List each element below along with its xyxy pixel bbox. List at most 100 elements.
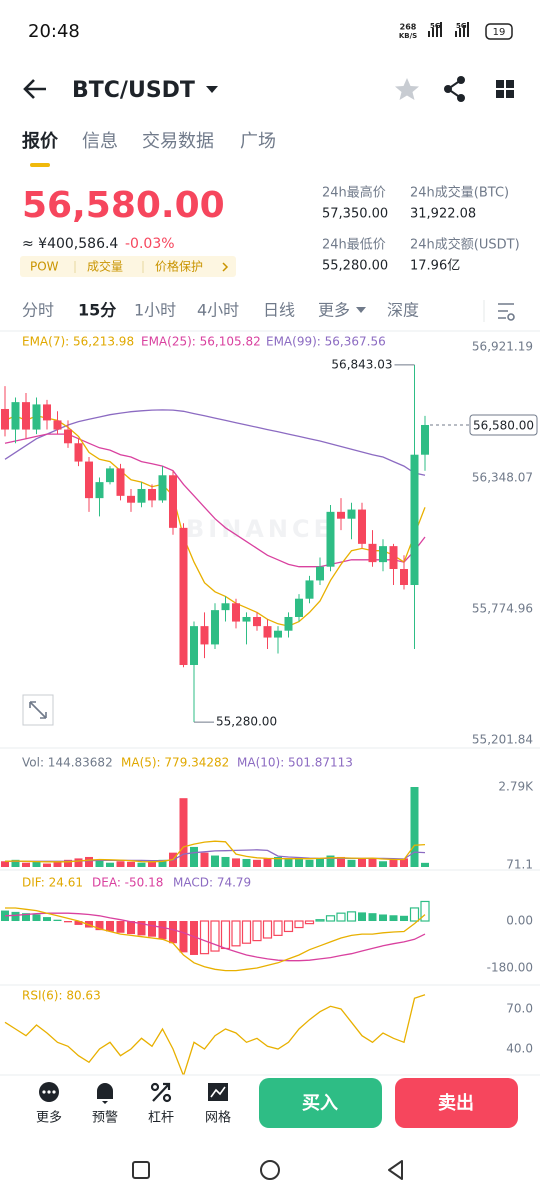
macd-bar — [346, 911, 357, 922]
interval[interactable]: 分时 — [22, 301, 54, 320]
nav-back[interactable] — [388, 1160, 403, 1180]
buy-button[interactable] — [259, 1078, 382, 1128]
favorite-star[interactable] — [395, 78, 419, 100]
tag[interactable]: 价格保护 — [155, 259, 203, 274]
interval-more[interactable]: 更多 — [318, 301, 350, 320]
volume-bar — [421, 862, 429, 867]
volume-bar — [1, 861, 9, 867]
indicator-settings[interactable] — [498, 303, 515, 321]
tag-strip[interactable] — [20, 256, 236, 277]
margin-icon[interactable] — [150, 1082, 172, 1103]
macd-bar — [43, 917, 51, 922]
volume-bar — [64, 859, 72, 867]
axis-label: 56,348.07 — [472, 471, 533, 485]
buy-label[interactable]: 买入 — [302, 1093, 338, 1114]
vol-legend: Vol: 144.83682 — [22, 756, 113, 770]
macd-bar — [304, 920, 315, 925]
toolbar-label[interactable]: 杠杆 — [148, 1110, 174, 1126]
interval[interactable]: 4小时 — [197, 301, 239, 320]
tab[interactable]: 广场 — [240, 131, 276, 152]
volume-bar — [43, 863, 51, 867]
expand-button[interactable] — [22, 694, 54, 726]
pair-dropdown[interactable] — [206, 86, 218, 93]
macd-bar — [231, 920, 241, 947]
toolbar-label[interactable]: 网格 — [205, 1110, 231, 1126]
axis-label: 2.79K — [498, 780, 534, 794]
volume-bar — [85, 856, 93, 867]
more-icon[interactable] — [39, 1082, 59, 1102]
grid-icon[interactable] — [208, 1083, 228, 1101]
candle-body — [32, 404, 41, 430]
network-type: 5G — [430, 22, 441, 30]
share-button[interactable] — [444, 76, 465, 102]
tag[interactable]: 成交量 — [87, 259, 123, 274]
volume-bar — [106, 862, 114, 867]
sell-label[interactable]: 卖出 — [438, 1092, 474, 1114]
tag[interactable]: POW — [30, 260, 59, 274]
indicator-line — [4, 994, 426, 1075]
candle-body — [116, 468, 125, 496]
net-speed-unit: KB/S — [399, 32, 417, 40]
layout-button[interactable] — [496, 80, 514, 98]
interval[interactable]: 日线 — [263, 301, 295, 320]
macd-bar — [379, 914, 387, 922]
tab[interactable]: 信息 — [82, 131, 118, 152]
nav-home[interactable] — [260, 1160, 280, 1180]
watermark: BINANCE — [186, 515, 334, 543]
candle-body — [106, 468, 114, 483]
indicator-line — [5, 907, 426, 972]
candle-body — [326, 511, 335, 567]
volume-bar — [179, 798, 188, 867]
toolbar-label[interactable]: 更多 — [36, 1110, 62, 1126]
candle-body — [64, 429, 72, 444]
candle-body — [400, 568, 408, 585]
macd-bar — [190, 921, 198, 955]
pair-title[interactable]: BTC/USDT — [72, 78, 195, 103]
chevron — [222, 262, 229, 272]
candle-body — [179, 527, 188, 665]
macd-bar — [127, 921, 135, 935]
interval[interactable]: 深度 — [387, 301, 419, 320]
macd-bar — [220, 920, 231, 950]
candle-body — [137, 488, 146, 503]
volume-bar — [53, 861, 62, 867]
volume-bar — [11, 859, 20, 867]
toolbar-label[interactable]: 预警 — [92, 1110, 118, 1126]
signal-icon — [428, 22, 442, 37]
tab[interactable]: 交易数据 — [142, 131, 214, 152]
rsi-legend: RSI(6): 80.63 — [22, 989, 101, 1003]
macd-bar — [106, 921, 114, 932]
candle-body — [232, 603, 240, 622]
tab-active[interactable]: 报价 — [22, 130, 59, 152]
candle-body — [316, 566, 324, 581]
sell-button[interactable] — [395, 1078, 518, 1128]
candle-body — [1, 408, 9, 430]
volume-bar — [148, 861, 156, 867]
alert-icon[interactable] — [97, 1083, 113, 1104]
volume-bar — [116, 861, 125, 867]
interval[interactable]: 1小时 — [134, 301, 176, 320]
macd-bar — [179, 921, 188, 953]
volume-bar — [242, 858, 251, 867]
dif-legend: DIF: 24.61 — [22, 876, 83, 890]
macd-bar — [294, 920, 304, 929]
nav-recent[interactable] — [132, 1161, 150, 1179]
ema99-legend: EMA(99): 56,367.56 — [266, 335, 386, 349]
macd-bar — [32, 914, 41, 922]
back-button[interactable] — [23, 79, 46, 99]
indicator-line — [4, 912, 426, 962]
interval-active[interactable]: 15分 — [78, 301, 116, 320]
macd-bar — [11, 911, 20, 922]
axis-label: -180.00 — [487, 961, 533, 975]
candle-body — [95, 482, 104, 499]
volume-bar — [211, 855, 219, 867]
volume-bar — [316, 858, 324, 867]
axis-label: 55,201.84 — [472, 733, 533, 747]
macd-legend: MACD: 74.79 — [173, 876, 251, 890]
macd-bar — [273, 920, 283, 936]
ma10-legend: MA(10): 501.87113 — [237, 756, 353, 770]
candle-body — [347, 509, 356, 519]
rsi-plot — [4, 994, 426, 1075]
candle-body — [284, 616, 293, 631]
nav-bar — [0, 1145, 540, 1199]
